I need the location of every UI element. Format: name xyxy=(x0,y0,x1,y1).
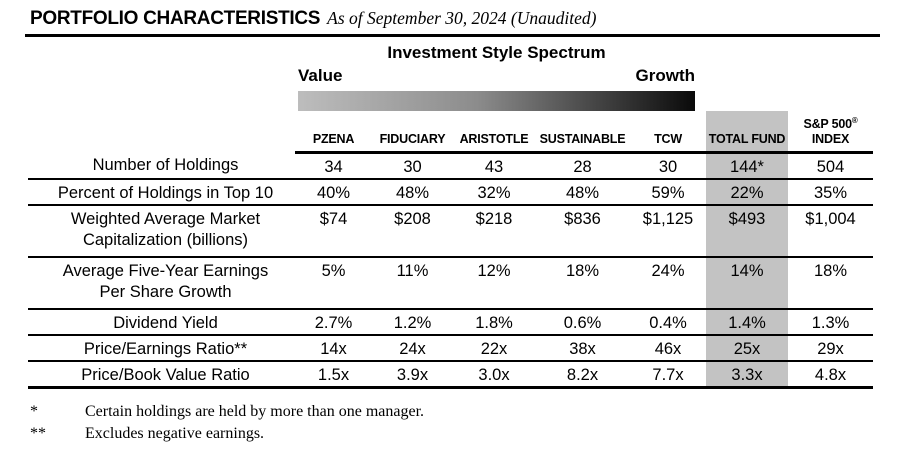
cell-value: 43 xyxy=(453,152,535,180)
row-label: Price/Earnings Ratio** xyxy=(28,334,295,362)
cell-value-total-fund: 14% xyxy=(706,256,788,310)
cell-value: 8.2x xyxy=(535,360,630,389)
cell-value: 59% xyxy=(630,178,706,206)
cell-value: 38x xyxy=(535,334,630,362)
cell-value: $218 xyxy=(453,204,535,258)
cell-value: 0.4% xyxy=(630,308,706,336)
table-row: Number of Holdings 34 30 43 28 30 144* 5… xyxy=(28,152,873,180)
cell-value: $1,125 xyxy=(630,204,706,258)
characteristics-table: PZENA FIDUCIARY ARISTOTLE SUSTAINABLE TC… xyxy=(28,111,873,389)
spectrum-title: Investment Style Spectrum xyxy=(387,43,606,62)
cell-value: 3.9x xyxy=(372,360,453,389)
cell-value: 28 xyxy=(535,152,630,180)
column-header-tcw: TCW xyxy=(630,111,706,154)
row-label: Average Five-Year Earnings Per Share Gro… xyxy=(28,256,295,310)
cell-value: 3.0x xyxy=(453,360,535,389)
table-row: Average Five-Year Earnings Per Share Gro… xyxy=(28,256,873,310)
cell-value: 1.2% xyxy=(372,308,453,336)
registered-mark: ® xyxy=(851,116,858,126)
cell-value: 32% xyxy=(453,178,535,206)
cell-value: 30 xyxy=(372,152,453,180)
cell-value: 11% xyxy=(372,256,453,310)
cell-value: 34 xyxy=(295,152,372,180)
cell-value: 1.5x xyxy=(295,360,372,389)
cell-value: $836 xyxy=(535,204,630,258)
row-label: Number of Holdings xyxy=(28,152,295,180)
cell-value: 24x xyxy=(372,334,453,362)
row-label: Dividend Yield xyxy=(28,308,295,336)
cell-value: 30 xyxy=(630,152,706,180)
footnote: ** Excludes negative earnings. xyxy=(30,423,898,445)
row-label-header xyxy=(28,111,295,152)
table-row: Percent of Holdings in Top 10 40% 48% 32… xyxy=(28,178,873,206)
column-header-aristotle: ARISTOTLE xyxy=(453,111,535,154)
cell-value: 1.8% xyxy=(453,308,535,336)
cell-value: 5% xyxy=(295,256,372,310)
cell-value: 22x xyxy=(453,334,535,362)
footnote-marker: * xyxy=(30,402,38,420)
cell-value: $1,004 xyxy=(788,204,873,258)
cell-value: 4.8x xyxy=(788,360,873,389)
column-header-sustainable: SUSTAINABLE xyxy=(535,111,630,154)
cell-value: 29x xyxy=(788,334,873,362)
cell-value: 46x xyxy=(630,334,706,362)
page-title: PORTFOLIO CHARACTERISTICS xyxy=(30,8,321,29)
cell-value: 18% xyxy=(788,256,873,310)
cell-value-total-fund: 22% xyxy=(706,178,788,206)
column-header-row: PZENA FIDUCIARY ARISTOTLE SUSTAINABLE TC… xyxy=(28,111,873,154)
page-subtitle: As of September 30, 2024 (Unaudited) xyxy=(327,8,597,28)
footnote-text: Certain holdings are held by more than o… xyxy=(85,402,425,420)
cell-value: $74 xyxy=(295,204,372,258)
row-label: Percent of Holdings in Top 10 xyxy=(28,178,295,206)
cell-value: 35% xyxy=(788,178,873,206)
cell-value-total-fund: 144* xyxy=(706,152,788,180)
table-row: Price/Earnings Ratio** 14x 24x 22x 38x 4… xyxy=(28,334,873,362)
footnotes: * Certain holdings are held by more than… xyxy=(30,401,898,445)
row-label: Price/Book Value Ratio xyxy=(28,360,295,389)
cell-value: 2.7% xyxy=(295,308,372,336)
cell-value: 14x xyxy=(295,334,372,362)
table-row: Price/Book Value Ratio 1.5x 3.9x 3.0x 8.… xyxy=(28,360,873,389)
title-rule xyxy=(25,34,880,37)
spectrum-value-label: Value xyxy=(298,66,343,85)
cell-value: 0.6% xyxy=(535,308,630,336)
investment-style-gradient-bar xyxy=(298,91,695,111)
cell-value-total-fund: $493 xyxy=(706,204,788,258)
cell-value: 48% xyxy=(535,178,630,206)
cell-value-total-fund: 25x xyxy=(706,334,788,362)
footnote: * Certain holdings are held by more than… xyxy=(30,401,898,423)
cell-value: 1.3% xyxy=(788,308,873,336)
cell-value-total-fund: 1.4% xyxy=(706,308,788,336)
column-header-fiduciary: FIDUCIARY xyxy=(372,111,453,154)
column-header-total-fund: TOTAL FUND xyxy=(706,111,788,154)
column-header-sp500-index: S&P 500® INDEX xyxy=(788,111,873,154)
cell-value: $208 xyxy=(372,204,453,258)
cell-value: 24% xyxy=(630,256,706,310)
cell-value-total-fund: 3.3x xyxy=(706,360,788,389)
row-label: Weighted Average Market Capitalization (… xyxy=(28,204,295,258)
investment-style-spectrum: Investment Style Spectrum Value Growth xyxy=(298,42,695,111)
cell-value: 7.7x xyxy=(630,360,706,389)
cell-value: 48% xyxy=(372,178,453,206)
cell-value: 12% xyxy=(453,256,535,310)
table-row: Weighted Average Market Capitalization (… xyxy=(28,204,873,258)
column-header-pzena: PZENA xyxy=(295,111,372,154)
table-row: Dividend Yield 2.7% 1.2% 1.8% 0.6% 0.4% … xyxy=(28,308,873,336)
spectrum-axis-labels: Value Growth xyxy=(298,64,695,88)
footnote-marker: ** xyxy=(30,424,46,442)
cell-value: 504 xyxy=(788,152,873,180)
footnote-text: Excludes negative earnings. xyxy=(85,424,265,442)
cell-value: 18% xyxy=(535,256,630,310)
spectrum-growth-label: Growth xyxy=(635,66,696,85)
document-header: PORTFOLIO CHARACTERISTICS As of September… xyxy=(0,0,898,30)
cell-value: 40% xyxy=(295,178,372,206)
